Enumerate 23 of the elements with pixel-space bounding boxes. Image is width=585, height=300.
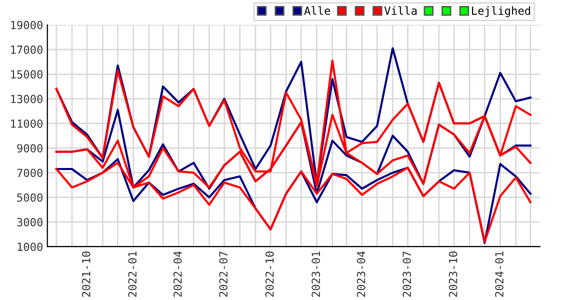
legend-label: Alle bbox=[304, 6, 330, 15]
x-tick-label: 2023-07 bbox=[402, 252, 412, 297]
x-tick-label: 2021-10 bbox=[82, 251, 90, 297]
y-tick-label: 19000 bbox=[11, 20, 42, 30]
y-tick-label: 11000 bbox=[11, 119, 42, 128]
x-tick-label: 2024-01 bbox=[495, 252, 504, 297]
x-tick-label: 2022-07 bbox=[219, 252, 228, 297]
legend-label: Lejlighed bbox=[472, 6, 530, 18]
y-tick-label: 13000 bbox=[11, 94, 42, 104]
x-tick-label: 2023-04 bbox=[356, 251, 366, 297]
y-tick-label: 9000 bbox=[17, 144, 42, 152]
x-tick-label: 2022-01 bbox=[128, 252, 137, 297]
x-tick-label: 2023-01 bbox=[312, 252, 320, 297]
x-tick-label: 2022-04 bbox=[173, 251, 182, 297]
x-tick-label: 2022-10 bbox=[265, 251, 274, 297]
y-tick-label: 7000 bbox=[17, 168, 42, 178]
y-tick-label: 15000 bbox=[11, 70, 42, 79]
y-tick-label: 17000 bbox=[11, 46, 42, 54]
legend-label: Villa bbox=[384, 6, 417, 15]
y-tick-label: 5000 bbox=[17, 193, 42, 202]
y-tick-label: 3000 bbox=[17, 218, 42, 226]
y-tick-label: 1000 bbox=[18, 242, 42, 252]
x-tick-label: 2023-10 bbox=[448, 251, 458, 297]
